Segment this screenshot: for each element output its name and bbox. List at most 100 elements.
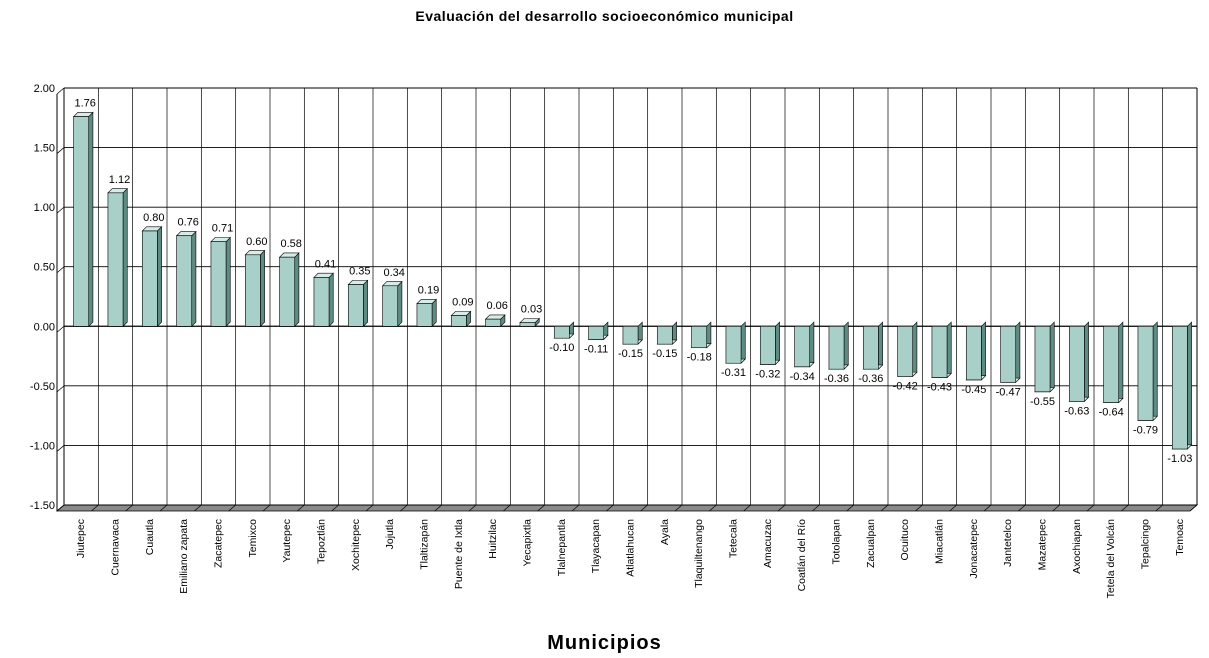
bar-front [794,325,811,368]
bar-side [225,236,231,328]
bars [72,111,1193,450]
category-label: Puente de Ixtla [453,519,465,589]
category-label: Miacatlán [934,519,946,564]
bar [828,321,849,370]
bar-front [725,325,742,364]
floor-divider [537,504,545,512]
bar [725,321,746,364]
bar-side [122,187,128,328]
bar-front [1000,325,1017,383]
bar-front [279,256,296,327]
data-label: -0.63 [1064,405,1089,417]
category-label: Amacuzac [762,519,774,568]
floor-divider [400,504,408,512]
data-label: -0.79 [1133,424,1158,436]
y-gridline-depth [56,504,65,512]
bar-side [809,321,815,368]
floor-divider [297,504,305,512]
bar [862,321,884,370]
bar [759,321,781,366]
category-label: Yautepec [281,519,293,563]
y-tick-label: -1.50 [30,500,55,512]
bar-side [775,321,780,366]
floor-divider [880,504,889,512]
floor-divider [571,504,580,512]
data-label: -0.47 [996,386,1021,398]
category-label: Jantetelco [1002,519,1014,567]
data-label: 0.06 [486,300,507,312]
floor-divider [1052,504,1060,512]
floor-divider [915,504,923,512]
bar [965,321,987,381]
bar-front [1103,325,1120,403]
category-label: Totolapan [831,519,843,565]
category-label: Zacatepec [213,519,225,568]
bar-side [1084,321,1089,403]
floor-divider [709,504,717,512]
bar [1102,321,1124,404]
bar-front [519,322,536,327]
category-label: Zacualpan [865,519,877,568]
bar-front [73,116,90,327]
data-label: -0.31 [721,367,746,379]
data-label: 0.09 [452,297,473,309]
data-label: -0.45 [961,384,986,396]
chart-floor [55,504,1199,512]
data-label: 0.41 [315,258,336,270]
data-label: -0.55 [1030,396,1055,408]
bar [484,314,506,328]
category-label: Ayala [659,519,671,545]
y-tick-label: 1.00 [34,202,55,214]
category-label: Axochiapan [1071,519,1083,574]
category-label: Tlaquiltenango [693,519,705,588]
floor-divider [228,504,236,512]
bar-front [691,325,708,349]
floor-divider [365,504,374,512]
bar [416,298,437,328]
category-label: Ocuituco [899,519,911,561]
bar [1034,321,1055,393]
bar-front [141,230,158,327]
bar-side [1152,321,1158,422]
data-label: 1.12 [109,174,130,186]
bar-side [260,249,265,328]
bar-side [843,321,849,370]
bar-front [897,325,914,377]
data-label: -0.15 [618,348,643,360]
bar [381,280,403,328]
bar-front [553,325,570,339]
y-tick-label: 0.50 [34,262,55,274]
category-label: Temixco [247,519,259,558]
data-label: -0.34 [790,371,815,383]
y-gridline-depth [56,326,65,333]
bar-side [191,230,197,328]
bar-front [1034,325,1051,393]
bar-front [1137,325,1154,421]
y-gridline-depth [56,445,65,452]
floor-divider [743,504,751,512]
bar [519,317,540,328]
floor-divider [1189,504,1198,512]
data-label: 0.76 [177,217,198,229]
bar-side [88,111,94,328]
category-label: Tlayacapan [590,519,602,573]
data-label: 0.19 [418,285,439,297]
bar [347,279,369,328]
data-label: 0.03 [521,304,542,316]
bar [141,226,163,328]
y-tick-label: -1.00 [30,440,55,452]
category-label: Yecapixtla [522,519,534,567]
data-label: 0.34 [383,267,404,279]
bar [278,252,300,328]
floor-divider [1086,504,1095,512]
floor-divider [949,504,957,512]
bar [244,249,266,328]
category-label: Temoac [1174,519,1186,556]
data-label: -1.03 [1167,453,1192,465]
bar [175,230,197,328]
bar-front [382,285,399,327]
chart-title: Evaluación del desarrollo socioeconómico… [415,8,794,24]
category-label: Xochitepec [350,519,362,571]
category-label: Emiliano zapata [178,519,190,594]
data-label: -0.42 [893,380,918,392]
